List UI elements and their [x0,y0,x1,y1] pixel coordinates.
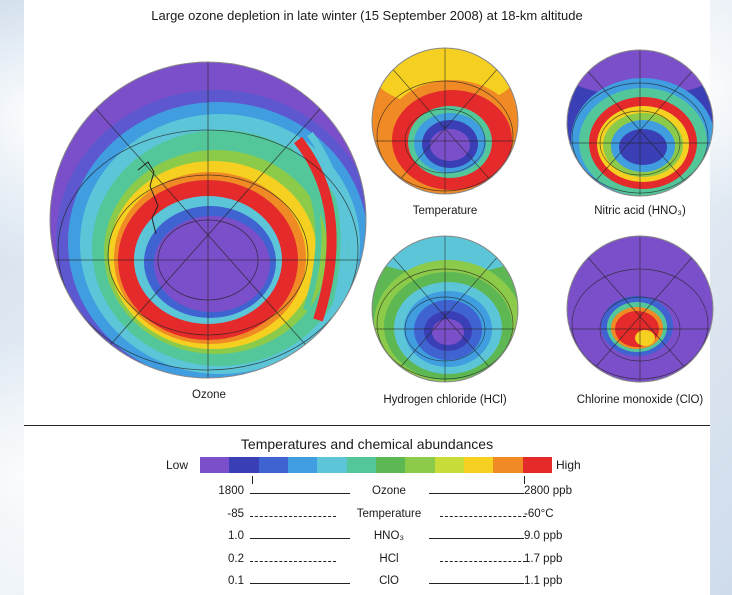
legend-row-line-right [429,583,524,584]
figure-title: Large ozone depletion in late winter (15… [151,8,583,23]
color-scale-bar [200,457,552,473]
legend-row-high-value: 2800 ppb [524,485,572,497]
hydrogen-chloride-label: Hydrogen chloride (HCl) [383,394,507,406]
legend-row-name: HNO₃ [373,530,405,542]
figure-panel: Large ozone depletion in late winter (15… [24,0,714,595]
legend-row-low-value: -85 [227,507,244,520]
color-swatch [463,457,494,473]
legend-row-low-value: 0.2 [228,552,244,565]
legend-row-high-value: -60°C [524,507,554,520]
color-swatch [317,457,347,473]
color-swatch [346,457,376,473]
color-swatch [375,457,406,473]
legend-row-high-value: 1.1 ppb [524,575,563,587]
color-swatch [405,457,435,473]
chlorine-monoxide-label: Chlorine monoxide (ClO) [576,394,704,406]
color-swatch [229,457,259,473]
divider [24,425,710,426]
color-swatch [522,457,552,473]
color-swatch [258,457,288,473]
legend-row-line-left [250,560,336,562]
legend-row-line-right [440,560,526,562]
legend-high-label: High [556,458,581,472]
legend-row-high-value: 1.7 ppb [524,552,563,565]
legend-row-line-left [250,538,350,539]
hydrogen-chloride-globe [371,235,519,383]
legend-row-name: Temperature [356,507,422,520]
temperature-globe [371,47,519,195]
legend-row-low-value: 1.0 [228,530,244,542]
legend-row-name: ClO [379,575,399,587]
legend-row-line-left [250,493,350,494]
color-swatch [287,457,318,473]
legend-row-name: Ozone [372,485,406,497]
legend-title: Temperatures and chemical abundances [240,436,494,452]
legend-row-line-right [440,515,526,517]
color-swatch [434,457,464,473]
nitric-acid-label: Nitric acid (HNO₃) [594,205,686,217]
legend-row-low-value: 1800 [218,485,244,497]
color-swatch [200,457,230,473]
color-swatch [493,457,523,473]
legend-row-name: HCl [379,552,399,565]
temperature-label: Temperature [412,205,478,217]
chlorine-monoxide-globe [566,235,714,383]
legend-low-label: Low [166,458,189,472]
legend-row-low-value: 0.1 [228,575,244,587]
ozone-label: Ozone [192,389,226,401]
ozone-globe [49,61,367,379]
legend-row-high-value: 9.0 ppb [524,530,563,542]
legend-row-line-right [429,538,524,539]
legend-row-line-right [429,493,524,494]
legend-tick-high [524,476,525,484]
legend-tick-low [252,476,253,484]
legend-row-line-left [250,583,350,584]
legend-row-line-left [250,515,336,517]
nitric-acid-globe [566,49,714,197]
